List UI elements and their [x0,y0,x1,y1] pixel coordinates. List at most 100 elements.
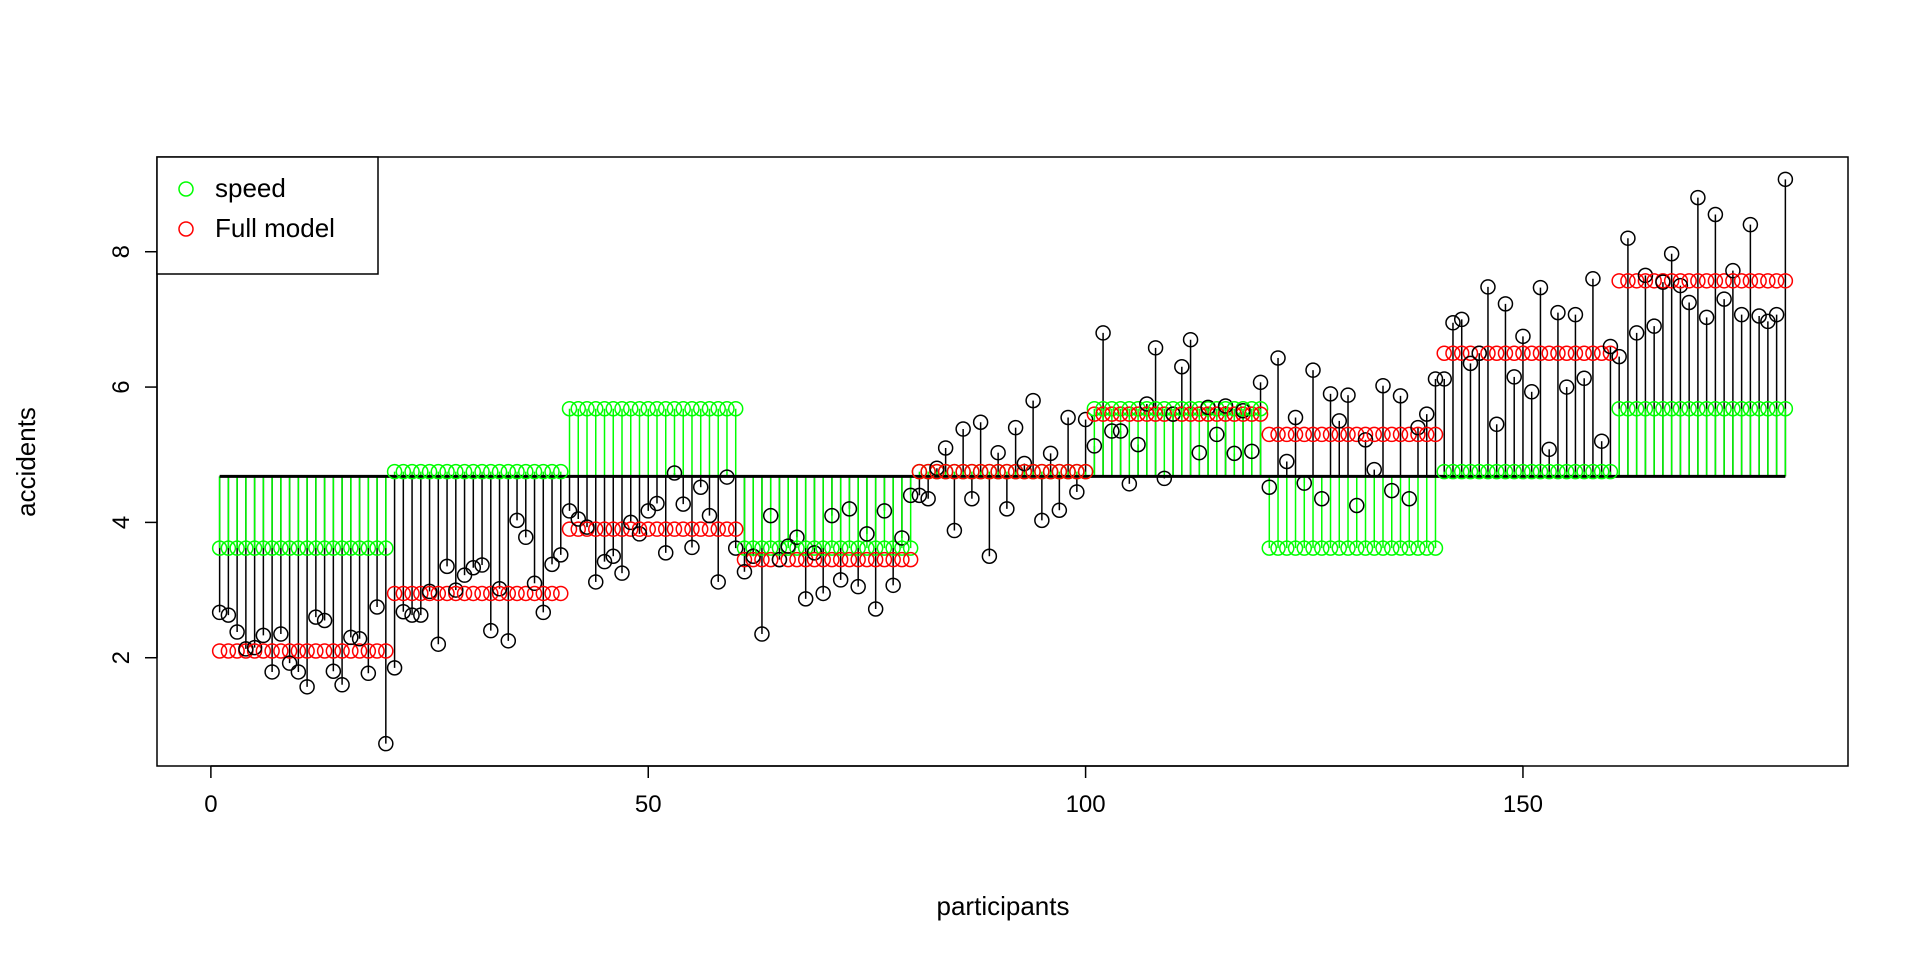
x-tick-label: 0 [204,791,217,818]
observed-point [1060,409,1076,426]
full-model-point [1060,463,1076,480]
full-model-point [588,521,604,537]
full-model-point [1130,406,1146,422]
observed-point [666,465,683,481]
observed-point [1130,436,1146,453]
speed-point [1418,540,1435,556]
observed-point [325,663,342,680]
observed-point [491,580,508,597]
speed-point [692,400,709,417]
observed-point [1156,470,1173,487]
plot-frame [156,156,1849,767]
speed-point [1453,463,1470,480]
observed-point [535,604,552,621]
full-model-point [1016,463,1033,480]
speed-point [1620,400,1636,417]
observed-point [841,501,858,517]
speed-point [343,540,359,556]
full-model-point [1760,273,1776,289]
full-model-point [500,585,517,602]
observed-point [1305,362,1321,378]
speed-point [1611,400,1627,417]
observed-point [1480,279,1496,295]
speed-point [1191,400,1208,417]
observed-point [727,540,744,556]
observed-point [981,548,998,564]
speed-point [649,400,665,417]
full-model-point [561,521,578,537]
speed-point [386,463,403,480]
observed-point [1418,406,1435,422]
observed-point [1296,475,1313,491]
speed-point [1357,540,1374,556]
full-model-point [1121,406,1138,422]
observed-point [1733,306,1750,323]
observed-point [343,629,359,646]
full-model-point [1095,406,1111,422]
full-model-point [1576,345,1592,361]
full-model-point [1322,426,1339,443]
full-model-point [544,585,560,602]
observed-point [797,591,814,607]
full-model-point [229,643,245,659]
full-model-point [448,585,464,602]
speed-point [491,463,508,480]
speed-point [264,540,280,556]
observed-point [1340,387,1356,403]
observed-point [815,585,831,602]
speed-point [666,400,683,417]
speed-point [1716,400,1732,417]
observed-point [675,496,691,512]
speed-point [701,400,718,417]
y-axis-label: accidents [11,407,41,517]
observed-point [710,574,726,590]
speed-point [1279,540,1295,556]
observed-point [754,626,770,642]
observed-point [1121,476,1138,492]
full-model-point [1567,345,1584,361]
observed-point [824,507,840,524]
full-model-point [1480,345,1496,361]
full-model-point [1602,345,1619,361]
speed-point [1383,540,1400,556]
full-model-point [1427,426,1444,443]
speed-point [1086,400,1103,417]
speed-point [657,400,674,417]
full-model-point [1226,406,1243,422]
observed-point [544,556,560,573]
full-model-point [404,585,420,602]
full-model-point [386,585,403,602]
observed-point [1567,306,1584,323]
full-model-point [885,551,901,568]
full-model-point [1077,463,1094,480]
observed-point [832,572,849,588]
observed-point [1602,338,1619,355]
observed-point [255,627,272,644]
full-model-point [727,521,744,537]
speed-point [360,540,377,556]
observed-point [1051,502,1068,518]
full-model-point [701,521,718,537]
speed-point [1742,400,1759,417]
speed-point [832,540,849,556]
full-model-point [675,521,691,537]
y-tick-label: 2 [108,651,135,664]
full-model-point [1401,426,1417,443]
full-model-point [1139,406,1155,422]
speed-point [535,463,552,480]
speed-point [1165,400,1181,417]
observed-point [334,677,350,693]
observed-point [649,495,665,512]
speed-point [850,540,866,556]
speed-point [841,540,858,556]
speed-point [1725,400,1741,417]
full-model-point [1235,406,1251,422]
observed-point [789,529,805,546]
speed-point [570,400,587,417]
speed-point [561,400,578,417]
full-model-point [1453,345,1470,361]
speed-point [500,463,517,480]
speed-point [1751,400,1767,417]
speed-point [1121,400,1138,417]
observed-point [1383,482,1400,499]
